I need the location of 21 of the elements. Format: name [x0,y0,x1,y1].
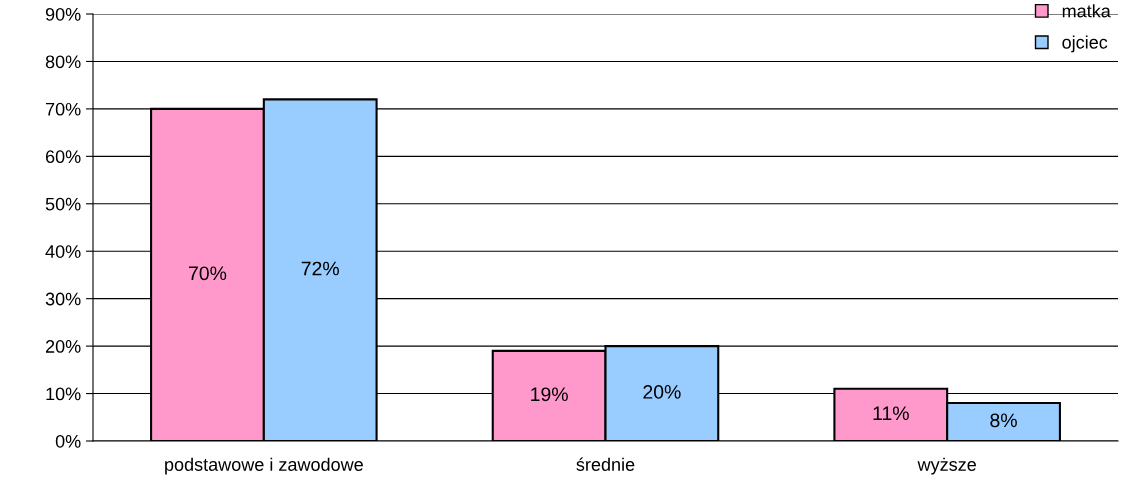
data-label: 70% [189,266,227,281]
y-tick-label: 50% [45,197,81,211]
y-tick-label: 40% [45,245,81,258]
y-tick-label: 80% [45,55,81,69]
data-label: 8% [990,413,1017,428]
legend-label: matka [1062,4,1111,18]
data-label: 19% [531,387,568,402]
y-tick-label: 70% [45,102,81,116]
data-label: 20% [643,385,681,399]
y-tick-label: 20% [45,340,81,353]
y-tick-label: 0% [55,434,81,448]
data-label: 72% [301,261,339,276]
y-tick-label: 60% [45,150,81,164]
x-tick-label: średnie [576,457,635,471]
x-tick-label: wyższe [917,457,976,475]
y-tick-label: 30% [45,292,81,306]
data-label: 11% [873,406,909,421]
x-tick-label: podstawowe i zawodowe [165,457,363,475]
y-tick-label: 90% [45,7,81,21]
y-tick-label: 10% [46,387,81,401]
legend-label: ojciec [1062,35,1108,53]
